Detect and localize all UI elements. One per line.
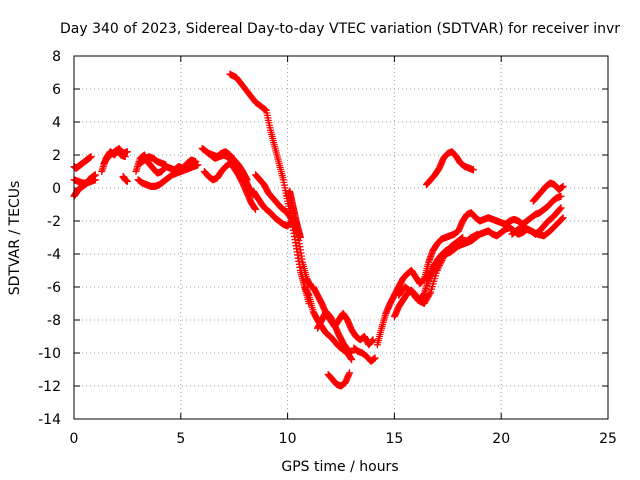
series-seg-b [119, 172, 131, 185]
data-point [557, 204, 565, 212]
x-tick-label: 10 [279, 431, 297, 447]
plot-frame [73, 55, 609, 420]
y-axis-label: SDTVAR / TECUs [7, 181, 23, 296]
data-point [558, 215, 566, 223]
series-seg-d3 [205, 148, 251, 184]
series-seg-g2 [314, 308, 356, 357]
series-seg-k [508, 214, 567, 240]
data-point [121, 153, 129, 161]
series-seg-f2 [252, 171, 315, 291]
series-seg-d2 [200, 159, 260, 213]
series-seg-h [324, 369, 354, 390]
y-tick-label: -14 [38, 412, 61, 428]
series-seg-h2 [350, 344, 379, 365]
data-point [123, 177, 131, 185]
data-point [87, 153, 95, 161]
data-point [371, 354, 379, 362]
data-point [123, 148, 131, 156]
series-seg-a2 [100, 146, 129, 167]
data-point [434, 265, 442, 273]
series-seg-i4 [422, 230, 482, 283]
data-point [436, 262, 444, 270]
y-tick-label: 2 [52, 148, 61, 164]
data-points-layer [70, 70, 567, 390]
y-tick-label: -12 [38, 379, 61, 395]
y-tick-label: -4 [47, 247, 61, 263]
series-seg-early-1 [70, 153, 95, 172]
data-point [426, 289, 434, 297]
y-tick-label: -6 [47, 280, 61, 296]
data-point [346, 369, 354, 377]
x-tick-label: 20 [492, 431, 510, 447]
data-point [194, 161, 202, 169]
grid-layer [74, 56, 608, 419]
y-tick-label: -8 [47, 313, 61, 329]
series-seg-f3 [284, 187, 304, 241]
data-point [252, 205, 260, 213]
data-point [474, 230, 482, 238]
data-point [369, 336, 377, 344]
data-point [435, 263, 443, 271]
series-seg-l [529, 179, 567, 205]
x-tick-label: 5 [176, 431, 185, 447]
x-tick-label: 15 [385, 431, 403, 447]
data-point [469, 166, 477, 174]
series-seg-c3 [136, 153, 170, 169]
y-tick-label: 6 [52, 82, 61, 98]
y-tick-label: 0 [52, 181, 61, 197]
series-seg-i [373, 192, 565, 349]
x-tick-label: 25 [599, 431, 617, 447]
series-seg-j [422, 148, 477, 189]
data-point [557, 192, 565, 200]
data-point [559, 182, 567, 190]
y-tick-label: -2 [47, 214, 61, 230]
y-tick-label: -10 [38, 346, 61, 362]
x-tick-label: 0 [70, 431, 79, 447]
data-point [243, 176, 251, 184]
series-seg-c2 [134, 161, 202, 190]
chart-title: Day 340 of 2023, Sidereal Day-to-day VTE… [60, 21, 620, 37]
data-point [91, 176, 99, 184]
y-tick-label: 4 [52, 115, 61, 131]
tick-layer: 0 5 10 15 20 25 -14 -12 -10 -8 -6 -4 -2 0 2 4 6 8 [38, 49, 617, 447]
data-point [348, 356, 356, 364]
data-point [162, 161, 170, 169]
y-tick-label: 8 [52, 49, 61, 65]
data-point [296, 234, 304, 241]
data-point [348, 349, 356, 357]
data-point [433, 267, 441, 274]
data-point [558, 215, 566, 223]
series-seg-early-3 [70, 176, 99, 187]
data-point [559, 214, 567, 222]
x-axis-label: GPS time / hours [281, 459, 398, 475]
